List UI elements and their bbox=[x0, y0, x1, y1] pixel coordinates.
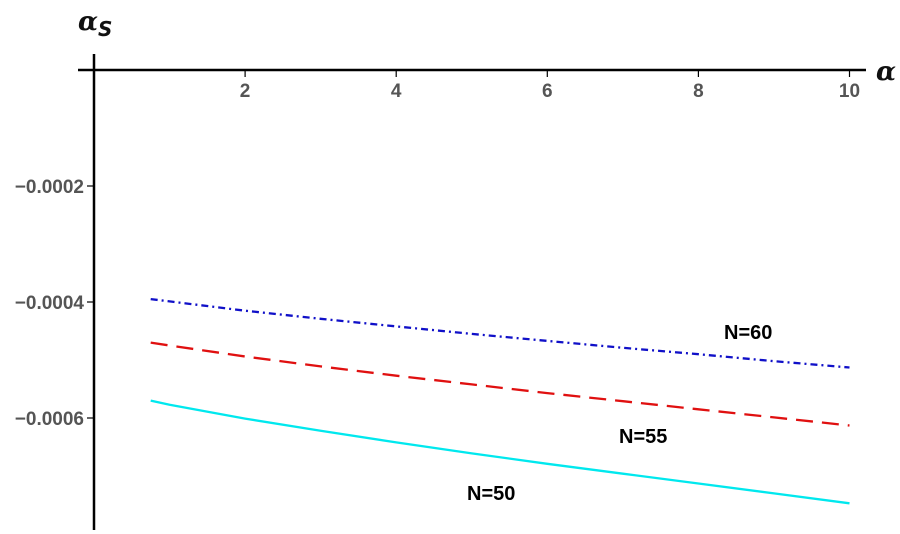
y-tick-label: −0.0004 bbox=[15, 293, 85, 314]
axes bbox=[78, 54, 866, 530]
y-ticks: −0.0002 −0.0004 −0.0006 bbox=[15, 177, 94, 430]
series-label-n50: N=50 bbox=[467, 483, 515, 505]
x-axis-title: α bbox=[876, 57, 896, 87]
y-tick-label: −0.0006 bbox=[15, 409, 84, 430]
series-line-n60 bbox=[150, 297, 850, 369]
x-tick-label: 4 bbox=[391, 81, 402, 102]
series-line-n55 bbox=[150, 341, 850, 427]
series-lines bbox=[150, 297, 850, 505]
x-tick-label: 6 bbox=[542, 81, 553, 102]
x-tick-label: 10 bbox=[839, 81, 860, 102]
x-tick-label: 8 bbox=[693, 81, 704, 102]
series-label-n60: N=60 bbox=[724, 322, 772, 344]
series-label-n55: N=55 bbox=[619, 426, 667, 448]
x-ticks: 2 4 6 8 10 bbox=[240, 70, 860, 102]
series-line-n50 bbox=[150, 399, 850, 505]
y-axis-title: αS bbox=[78, 7, 112, 41]
y-tick-label: −0.0002 bbox=[15, 177, 84, 198]
x-tick-label: 2 bbox=[240, 81, 251, 102]
